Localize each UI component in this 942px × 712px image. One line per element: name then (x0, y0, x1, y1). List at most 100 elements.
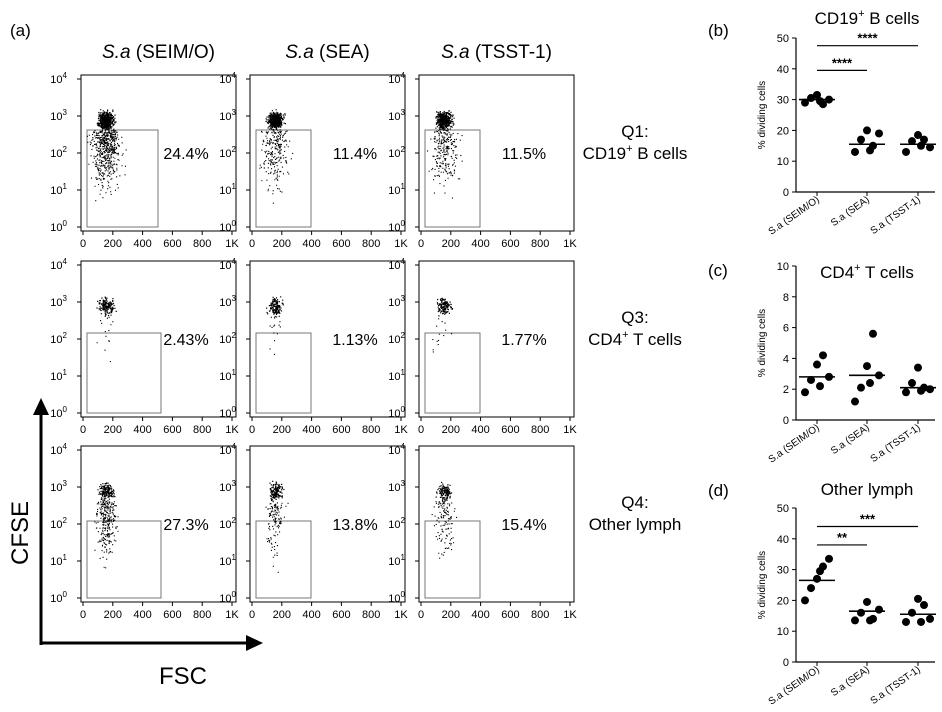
y-tick-exp: 1 (63, 553, 68, 562)
gate-percent: 15.4% (501, 517, 546, 534)
title-main: Other lymph (821, 480, 914, 499)
event-dot-cloud (432, 297, 454, 353)
y-tick-exp: 2 (232, 145, 237, 154)
x-tick-label: 200 (104, 238, 122, 250)
y-tick-exp: 4 (232, 257, 237, 266)
y-tick-exp: 0 (63, 405, 68, 414)
y-tick-exp: 2 (63, 145, 68, 154)
y-tick-exp: 2 (63, 516, 68, 525)
data-point (902, 388, 910, 397)
data-point (917, 386, 925, 395)
y-tick-base: 10 (50, 260, 62, 272)
gate-rectangle (424, 129, 481, 228)
y-axis-label: % dividing cells (757, 309, 768, 377)
panel-letter-b: (b) (708, 21, 729, 40)
x-tick-label: 1K (394, 609, 408, 621)
flow-plot-frame (80, 445, 237, 603)
event-dots (265, 480, 289, 573)
y-tick-label: 40 (777, 64, 789, 76)
column-header-rest: (TSST-1) (470, 42, 552, 63)
data-point (863, 362, 871, 371)
y-tick-exp: 1 (232, 182, 237, 191)
panel-letter-c: (c) (708, 261, 728, 280)
data-point (816, 567, 824, 576)
y-tick-exp: 3 (63, 294, 68, 303)
x-tick-label: 600 (501, 424, 519, 436)
y-tick-base: 10 (388, 556, 400, 568)
x-tick-label: 800 (531, 424, 549, 436)
x-tick-label: 0 (418, 238, 424, 250)
summary-chart-title: Other lymph (821, 480, 914, 499)
x-tick-label: 600 (332, 609, 350, 621)
x-tick-label: 600 (163, 424, 181, 436)
flow-cytometry-grid: S.a (SEIM/O) S.a (SEA) S.a (TSST-1)Q1:CD19… (50, 42, 687, 621)
event-dots (259, 109, 294, 204)
data-point (863, 126, 871, 135)
flow-plot-frame (418, 445, 575, 603)
y-tick-label: 102 (388, 145, 405, 160)
title-main: CD4 (820, 263, 854, 282)
y-tick-label: 101 (50, 553, 67, 568)
category-label: S.a (SEA) (829, 664, 872, 699)
x-tick-label: 600 (332, 424, 350, 436)
category-label: S.a (SEA) (829, 194, 872, 229)
title-sup: + (854, 262, 860, 274)
y-tick-label: 100 (388, 405, 405, 420)
x-tick-label: 800 (531, 609, 549, 621)
x-tick-label: 1K (225, 238, 239, 250)
x-tick-label: 400 (302, 424, 320, 436)
y-tick-exp: 4 (401, 71, 406, 80)
y-tick-base: 10 (388, 185, 400, 197)
y-tick-base: 10 (50, 297, 62, 309)
x-tick-label: 1K (394, 238, 408, 250)
y-tick-label: 102 (50, 145, 67, 160)
row-label-0: Q1: (621, 122, 648, 141)
y-tick-label: 100 (219, 405, 236, 420)
y-tick-exp: 0 (232, 405, 237, 414)
y-tick-base: 10 (388, 111, 400, 123)
x-tick-label: 1K (225, 424, 239, 436)
title-main: CD19 (815, 9, 858, 28)
y-tick-label: 103 (219, 479, 236, 494)
data-point (863, 597, 871, 606)
data-point (866, 616, 874, 625)
event-dots (432, 297, 454, 353)
data-point (908, 137, 916, 146)
event-dots (94, 482, 119, 569)
significance-label: *** (860, 511, 876, 526)
y-tick-exp: 4 (401, 442, 406, 451)
category-label: S.a (TSST-1) (869, 422, 923, 464)
flow-plot-frame (249, 74, 406, 232)
flow-plot-frame (249, 260, 406, 418)
data-point (813, 574, 821, 583)
row-label-sup: + (622, 329, 628, 341)
data-point (869, 329, 877, 338)
y-tick-label: 104 (50, 442, 67, 457)
data-point (807, 584, 815, 593)
y-tick-label: 102 (219, 331, 236, 346)
y-tick-base: 10 (50, 519, 62, 531)
y-tick-exp: 1 (401, 553, 406, 562)
x-tick-label: 200 (442, 609, 460, 621)
y-tick-base: 10 (219, 111, 231, 123)
row-label-sup: + (626, 143, 632, 155)
y-tick-label: 103 (388, 294, 405, 309)
y-tick-label: 100 (50, 405, 67, 420)
y-tick-base: 10 (388, 445, 400, 457)
y-tick-label: 8 (783, 292, 789, 304)
column-header-1: S.a (SEA) (285, 42, 369, 63)
x-tick-label: 200 (273, 424, 291, 436)
y-tick-label: 101 (50, 368, 67, 383)
x-tick-label: 0 (80, 424, 86, 436)
x-tick-label: 200 (104, 609, 122, 621)
gate-rectangle (255, 332, 312, 414)
y-tick-base: 10 (219, 408, 231, 420)
x-tick-label: 1K (394, 424, 408, 436)
y-tick-base: 10 (388, 334, 400, 346)
event-dots (86, 109, 127, 202)
y-tick-base: 10 (388, 482, 400, 494)
